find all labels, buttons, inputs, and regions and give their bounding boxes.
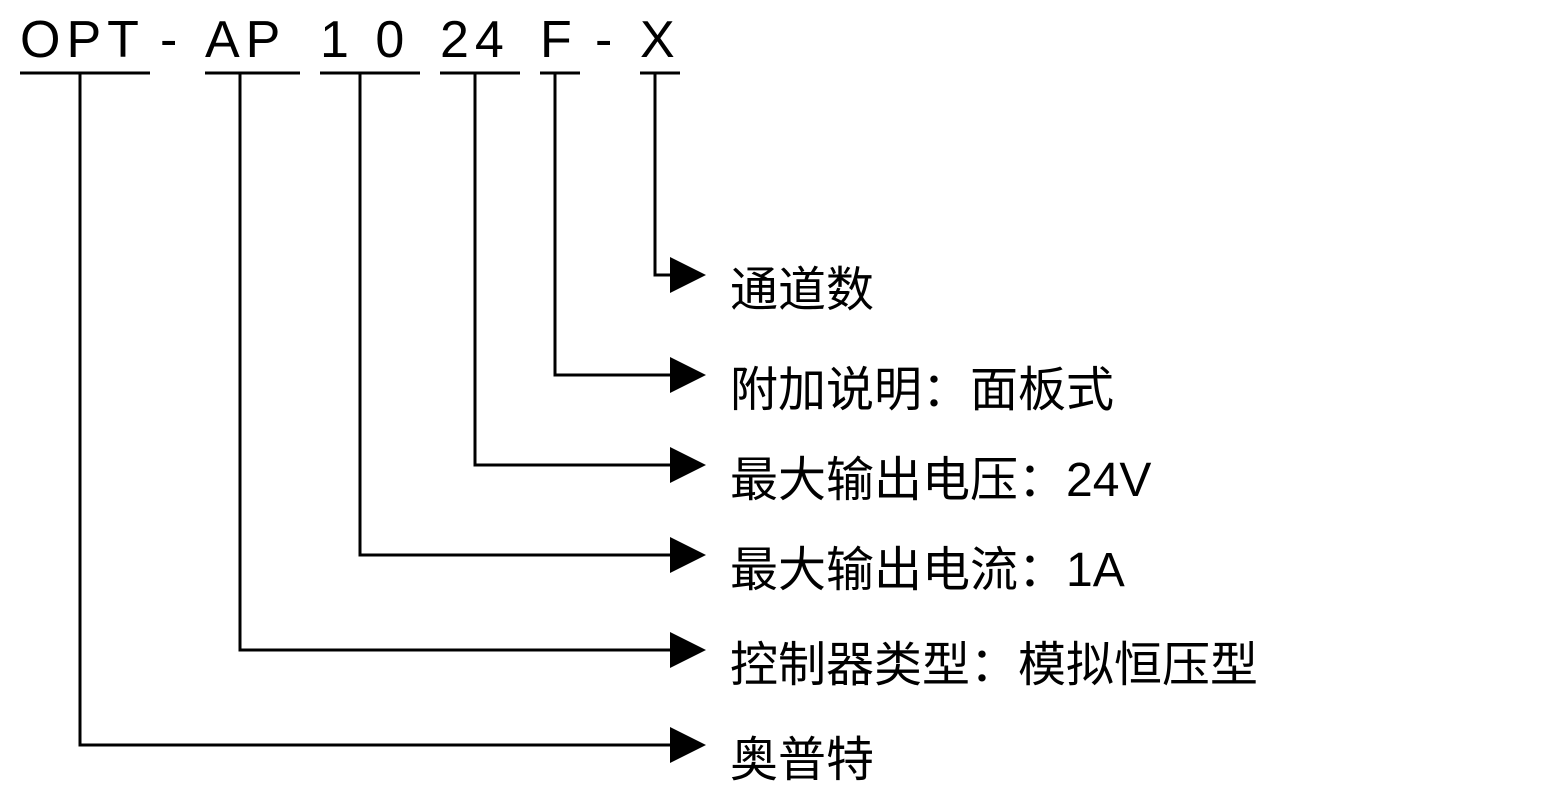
callout-lines	[0, 0, 1556, 791]
callout-diagram: OPT - AP 1 0 24 F - X 通道数 附加说明：面板式 最大输出电…	[0, 0, 1556, 791]
